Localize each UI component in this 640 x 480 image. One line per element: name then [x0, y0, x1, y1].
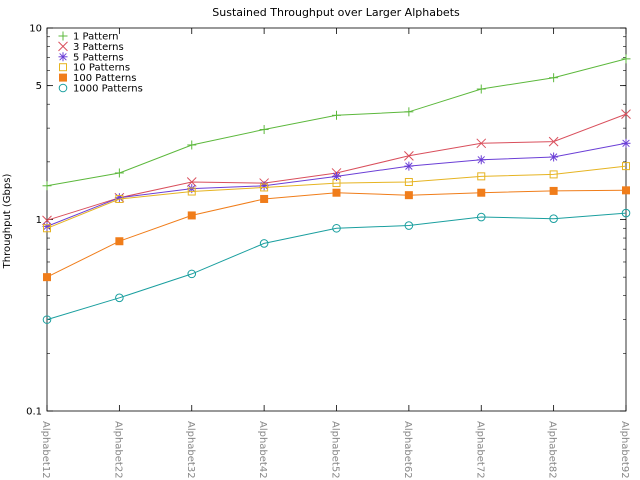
y-tick-label: 1 — [36, 215, 42, 226]
data-point-1-pattern — [332, 110, 341, 120]
series-100-patterns — [43, 186, 630, 282]
data-point-10-patterns — [187, 187, 196, 196]
data-point-1-pattern — [476, 84, 486, 94]
y-tick-label: 0.1 — [26, 407, 42, 418]
data-point-10-patterns — [477, 172, 486, 181]
legend-item-100-patterns: 100 Patterns — [59, 73, 136, 84]
legend-item-10-patterns: 10 Patterns — [59, 63, 130, 74]
data-point-100-patterns — [260, 194, 269, 203]
data-point-3-patterns — [621, 109, 631, 119]
legend-item-3-patterns: 3 Patterns — [58, 41, 124, 53]
data-point-1000-patterns — [404, 221, 414, 230]
data-point-10-patterns — [404, 177, 413, 186]
data-point-10-patterns — [43, 224, 51, 233]
legend-marker-100-patterns — [59, 73, 67, 82]
data-point-100-patterns — [622, 186, 630, 195]
series-line-10-patterns — [46, 165, 627, 229]
legend-marker-10-patterns — [59, 63, 67, 72]
legend-marker-5-patterns — [58, 52, 68, 62]
series-5-patterns — [42, 138, 631, 231]
series-line-100-patterns — [46, 189, 627, 278]
data-point-3-patterns — [404, 150, 414, 161]
data-point-1000-patterns — [621, 208, 631, 218]
data-point-5-patterns — [42, 221, 52, 231]
x-tick-label: Alphabet72 — [474, 421, 485, 479]
data-point-1000-patterns — [476, 212, 486, 222]
axis-ticks: 10 5 1 0.1 Alphabet12 Alphabet22 Alphabet32 Alp… — [26, 24, 630, 479]
data-point-1-pattern — [621, 54, 631, 64]
x-tick-label: Alphabet82 — [547, 421, 558, 479]
x-tick-label: Alphabet22 — [112, 421, 123, 479]
data-point-100-patterns — [477, 188, 486, 197]
data-point-3-patterns — [476, 138, 487, 149]
legend-item-5-patterns: 5 Patterns — [58, 52, 124, 63]
legend-marker-3-patterns — [58, 41, 68, 52]
data-point-1000-patterns — [332, 223, 341, 233]
legend-item-1-pattern: 1 Pattern — [58, 31, 119, 43]
legend-label: 3 Patterns — [73, 42, 124, 53]
data-point-100-patterns — [549, 186, 558, 195]
data-point-10-patterns — [549, 170, 558, 179]
data-point-1-pattern — [187, 140, 197, 150]
legend-item-1000-patterns: 1000 Patterns — [58, 83, 143, 95]
data-point-5-patterns — [549, 152, 559, 162]
y-tick-label: 5 — [36, 81, 42, 92]
x-tick-label: Alphabet62 — [402, 421, 413, 479]
data-point-1000-patterns — [42, 315, 52, 324]
legend-label: 1000 Patterns — [73, 84, 143, 95]
legend-label: 10 Patterns — [73, 63, 130, 74]
series-1-pattern — [42, 54, 631, 191]
data-point-1-pattern — [404, 107, 414, 117]
data-point-1-pattern — [259, 125, 269, 135]
series-layer — [42, 54, 631, 324]
data-point-1000-patterns — [259, 239, 269, 248]
series-10-patterns — [43, 162, 630, 233]
series-line-1000-patterns — [46, 212, 627, 321]
data-point-10-patterns — [622, 162, 630, 171]
legend-marker-1-pattern — [58, 31, 68, 41]
chart-title: Sustained Throughput over Larger Alphabe… — [212, 6, 460, 19]
data-point-1000-patterns — [115, 293, 124, 303]
data-point-100-patterns — [43, 273, 51, 282]
series-1000-patterns — [42, 208, 631, 324]
data-point-100-patterns — [404, 191, 413, 200]
legend-label: 5 Patterns — [73, 52, 124, 63]
x-tick-label: Alphabet12 — [40, 421, 51, 479]
x-tick-label: Alphabet42 — [257, 421, 268, 479]
data-point-10-patterns — [115, 194, 124, 203]
x-tick-label: Alphabet32 — [185, 421, 196, 479]
x-tick-label: Alphabet92 — [619, 421, 630, 479]
data-point-100-patterns — [332, 188, 341, 197]
data-point-10-patterns — [260, 183, 269, 192]
data-point-5-patterns — [476, 155, 486, 165]
legend-label: 100 Patterns — [73, 73, 136, 84]
data-point-3-patterns — [548, 136, 559, 147]
x-tick-label: Alphabet52 — [330, 421, 341, 479]
data-point-1000-patterns — [549, 214, 558, 223]
data-point-1-pattern — [114, 168, 124, 178]
legend-marker-1000-patterns — [58, 83, 68, 93]
data-point-100-patterns — [187, 211, 196, 220]
y-tick-label: 10 — [29, 24, 42, 35]
y-axis-label: Throughput (Gbps) — [2, 174, 13, 270]
data-point-10-patterns — [332, 179, 341, 188]
data-point-5-patterns — [621, 138, 631, 148]
data-point-1-pattern — [549, 73, 559, 83]
series-3-patterns — [42, 109, 631, 226]
data-point-5-patterns — [404, 161, 414, 171]
series-line-5-patterns — [46, 142, 627, 227]
data-point-100-patterns — [115, 237, 124, 246]
data-point-1000-patterns — [187, 269, 197, 279]
data-point-1-pattern — [42, 181, 52, 191]
legend-label: 1 Pattern — [73, 32, 119, 43]
